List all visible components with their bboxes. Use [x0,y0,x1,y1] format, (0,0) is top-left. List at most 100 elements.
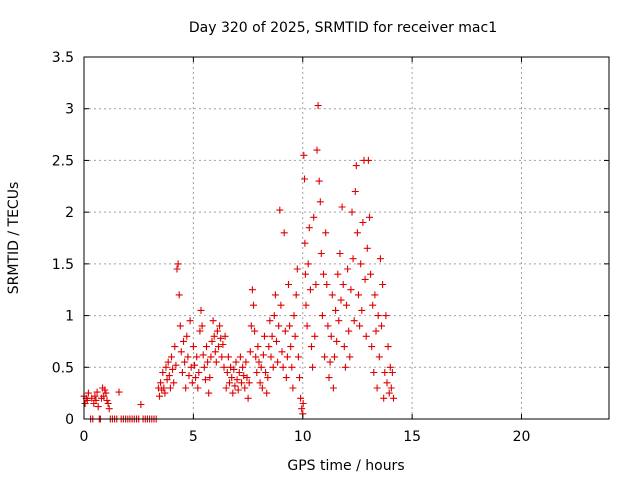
data-point [387,384,395,392]
data-point [104,400,112,407]
y-tick-label: 1 [65,309,74,325]
data-point [242,358,250,366]
data-point [170,379,178,387]
data-point [160,384,168,392]
x-tick-label: 5 [189,429,198,445]
data-point [92,396,100,404]
data-point [201,376,209,384]
data-point [328,291,336,299]
data-point [334,270,342,278]
data-point [375,353,383,361]
data-point [235,369,243,376]
data-point [247,322,255,330]
data-point [159,369,167,376]
data-point [93,388,101,396]
data-point [321,353,329,361]
data-point [220,363,228,371]
data-point [193,353,201,361]
y-tick-label: 3 [65,102,74,118]
data-point [363,244,371,252]
data-point [223,369,231,376]
data-point [312,281,320,288]
data-point [320,270,327,278]
data-point [215,343,222,351]
data-point [383,379,391,387]
data-point [178,369,186,376]
data-point [168,353,175,361]
data-point [250,301,257,309]
data-point [259,351,267,359]
data-point [233,376,241,384]
data-point [275,322,283,330]
data-point [335,317,343,325]
data-point [191,361,198,369]
data-point [181,358,189,366]
data-point [270,312,278,320]
data-point [165,372,173,380]
data-point [368,343,376,351]
data-point [208,337,216,345]
data-point [327,332,335,340]
data-point [323,281,331,288]
data-point [239,363,247,371]
data-point [376,255,384,263]
data-point [185,372,193,380]
data-point [288,363,296,371]
data-point [268,332,276,340]
data-point [294,353,302,361]
data-point [329,384,337,392]
data-point [102,389,110,397]
data-point [347,286,355,294]
data-point [262,369,270,376]
data-point [173,265,181,273]
data-point [254,343,262,351]
data-point [293,265,301,273]
data-point [171,343,179,351]
data-point [229,389,237,397]
data-point [186,317,194,325]
data-point [357,260,365,268]
data-point [361,275,369,283]
data-point [332,306,340,314]
data-point [243,374,251,382]
data-point [380,394,388,402]
data-point [374,312,382,320]
grid [84,57,609,419]
data-point [210,332,218,340]
data-point [291,332,299,340]
data-point [314,102,322,110]
data-point [318,312,326,320]
data-point [157,379,165,387]
data-point [261,332,268,340]
chart-title: Day 320 of 2025, SRMTID for receiver mac… [189,20,497,36]
data-point [184,353,192,361]
data-point [297,394,305,402]
data-point [195,369,203,376]
data-point [103,396,111,404]
data-point [370,369,378,376]
data-point [217,334,225,342]
data-point [296,374,303,382]
y-tick-label: 2.5 [52,153,74,169]
data-point [221,332,229,340]
data-point [273,337,280,345]
data-point [264,374,272,382]
data-point [308,343,315,351]
data-point [366,213,373,221]
data-point [194,384,202,392]
data-point [340,343,348,351]
x-tick-label: 0 [80,429,89,445]
data-point [174,260,182,268]
data-point [378,322,385,330]
data-point [271,291,279,299]
data-point [355,291,362,299]
x-tick-label: 10 [294,429,312,445]
x-tick-label: 15 [403,429,421,445]
data-point [105,405,113,413]
data-point [180,337,187,345]
data-point [346,353,354,361]
data-point [280,229,288,237]
data-point [244,394,252,402]
data-point [161,389,169,397]
